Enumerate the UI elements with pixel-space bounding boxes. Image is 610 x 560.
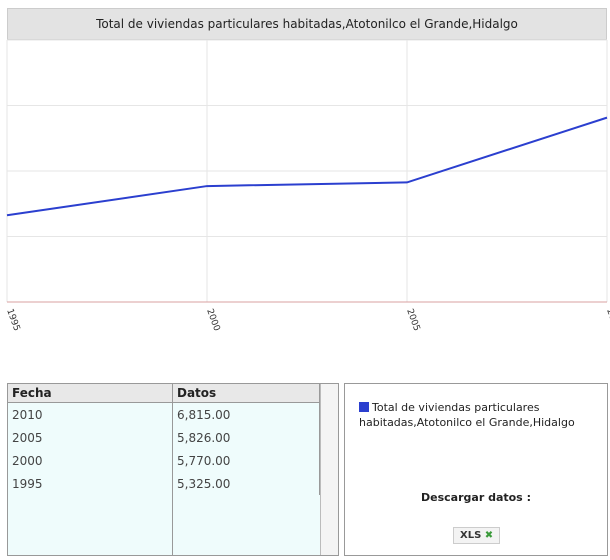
download-label: Descargar datos : [421, 491, 531, 504]
table-row: 2005 5,826.00 [8, 426, 320, 449]
header-row: Fecha Datos [8, 384, 320, 403]
scrollbar[interactable] [320, 384, 338, 555]
data-table: Fecha Datos 2010 6,815.00 2005 5,826.00 2000 5,… [7, 383, 339, 556]
column-header: Datos [172, 384, 320, 403]
table-cell: 2010 [8, 402, 173, 426]
table-row: 2000 5,770.00 [8, 449, 320, 472]
chart: 1995 2000 2005 2010 [4, 39, 610, 333]
table-cell: 5,325.00 [172, 472, 320, 495]
x-tick-label: 1995 [4, 308, 21, 333]
x-tick-label: 2010 [604, 308, 610, 333]
legend-box: Total de viviendas particulares habitada… [344, 383, 608, 556]
table-cell: 5,770.00 [172, 449, 320, 472]
chart-title: Total de viviendas particulares habitada… [7, 8, 607, 40]
line-series [6, 116, 608, 217]
table-row: 2010 6,815.00 [8, 402, 320, 426]
table-row: 1995 5,325.00 [8, 472, 320, 495]
table-cell: 1995 [8, 472, 173, 495]
column-header: Fecha [8, 384, 173, 403]
table-cell: 6,815.00 [172, 402, 320, 426]
table: Fecha Datos 2010 6,815.00 2005 5,826.00 2000 5,… [8, 384, 320, 495]
xls-label[interactable]: XLS [460, 530, 482, 541]
legend-entry: Total de viviendas particulares habitada… [359, 400, 589, 430]
table-cell: 2000 [8, 449, 173, 472]
xls-button[interactable]: XLS ✖ [453, 527, 501, 544]
x-tick-label: 2005 [404, 308, 421, 333]
table-body: 2010 6,815.00 2005 5,826.00 2000 5,770.00 1995… [8, 402, 320, 495]
x-tick-label: 2000 [204, 308, 221, 333]
legend-label: Total de viviendas particulares habitada… [359, 401, 575, 429]
table-cell: 5,826.00 [172, 426, 320, 449]
column-divider [172, 384, 173, 555]
table-cell: 2005 [8, 426, 173, 449]
legend-swatch [359, 402, 369, 412]
